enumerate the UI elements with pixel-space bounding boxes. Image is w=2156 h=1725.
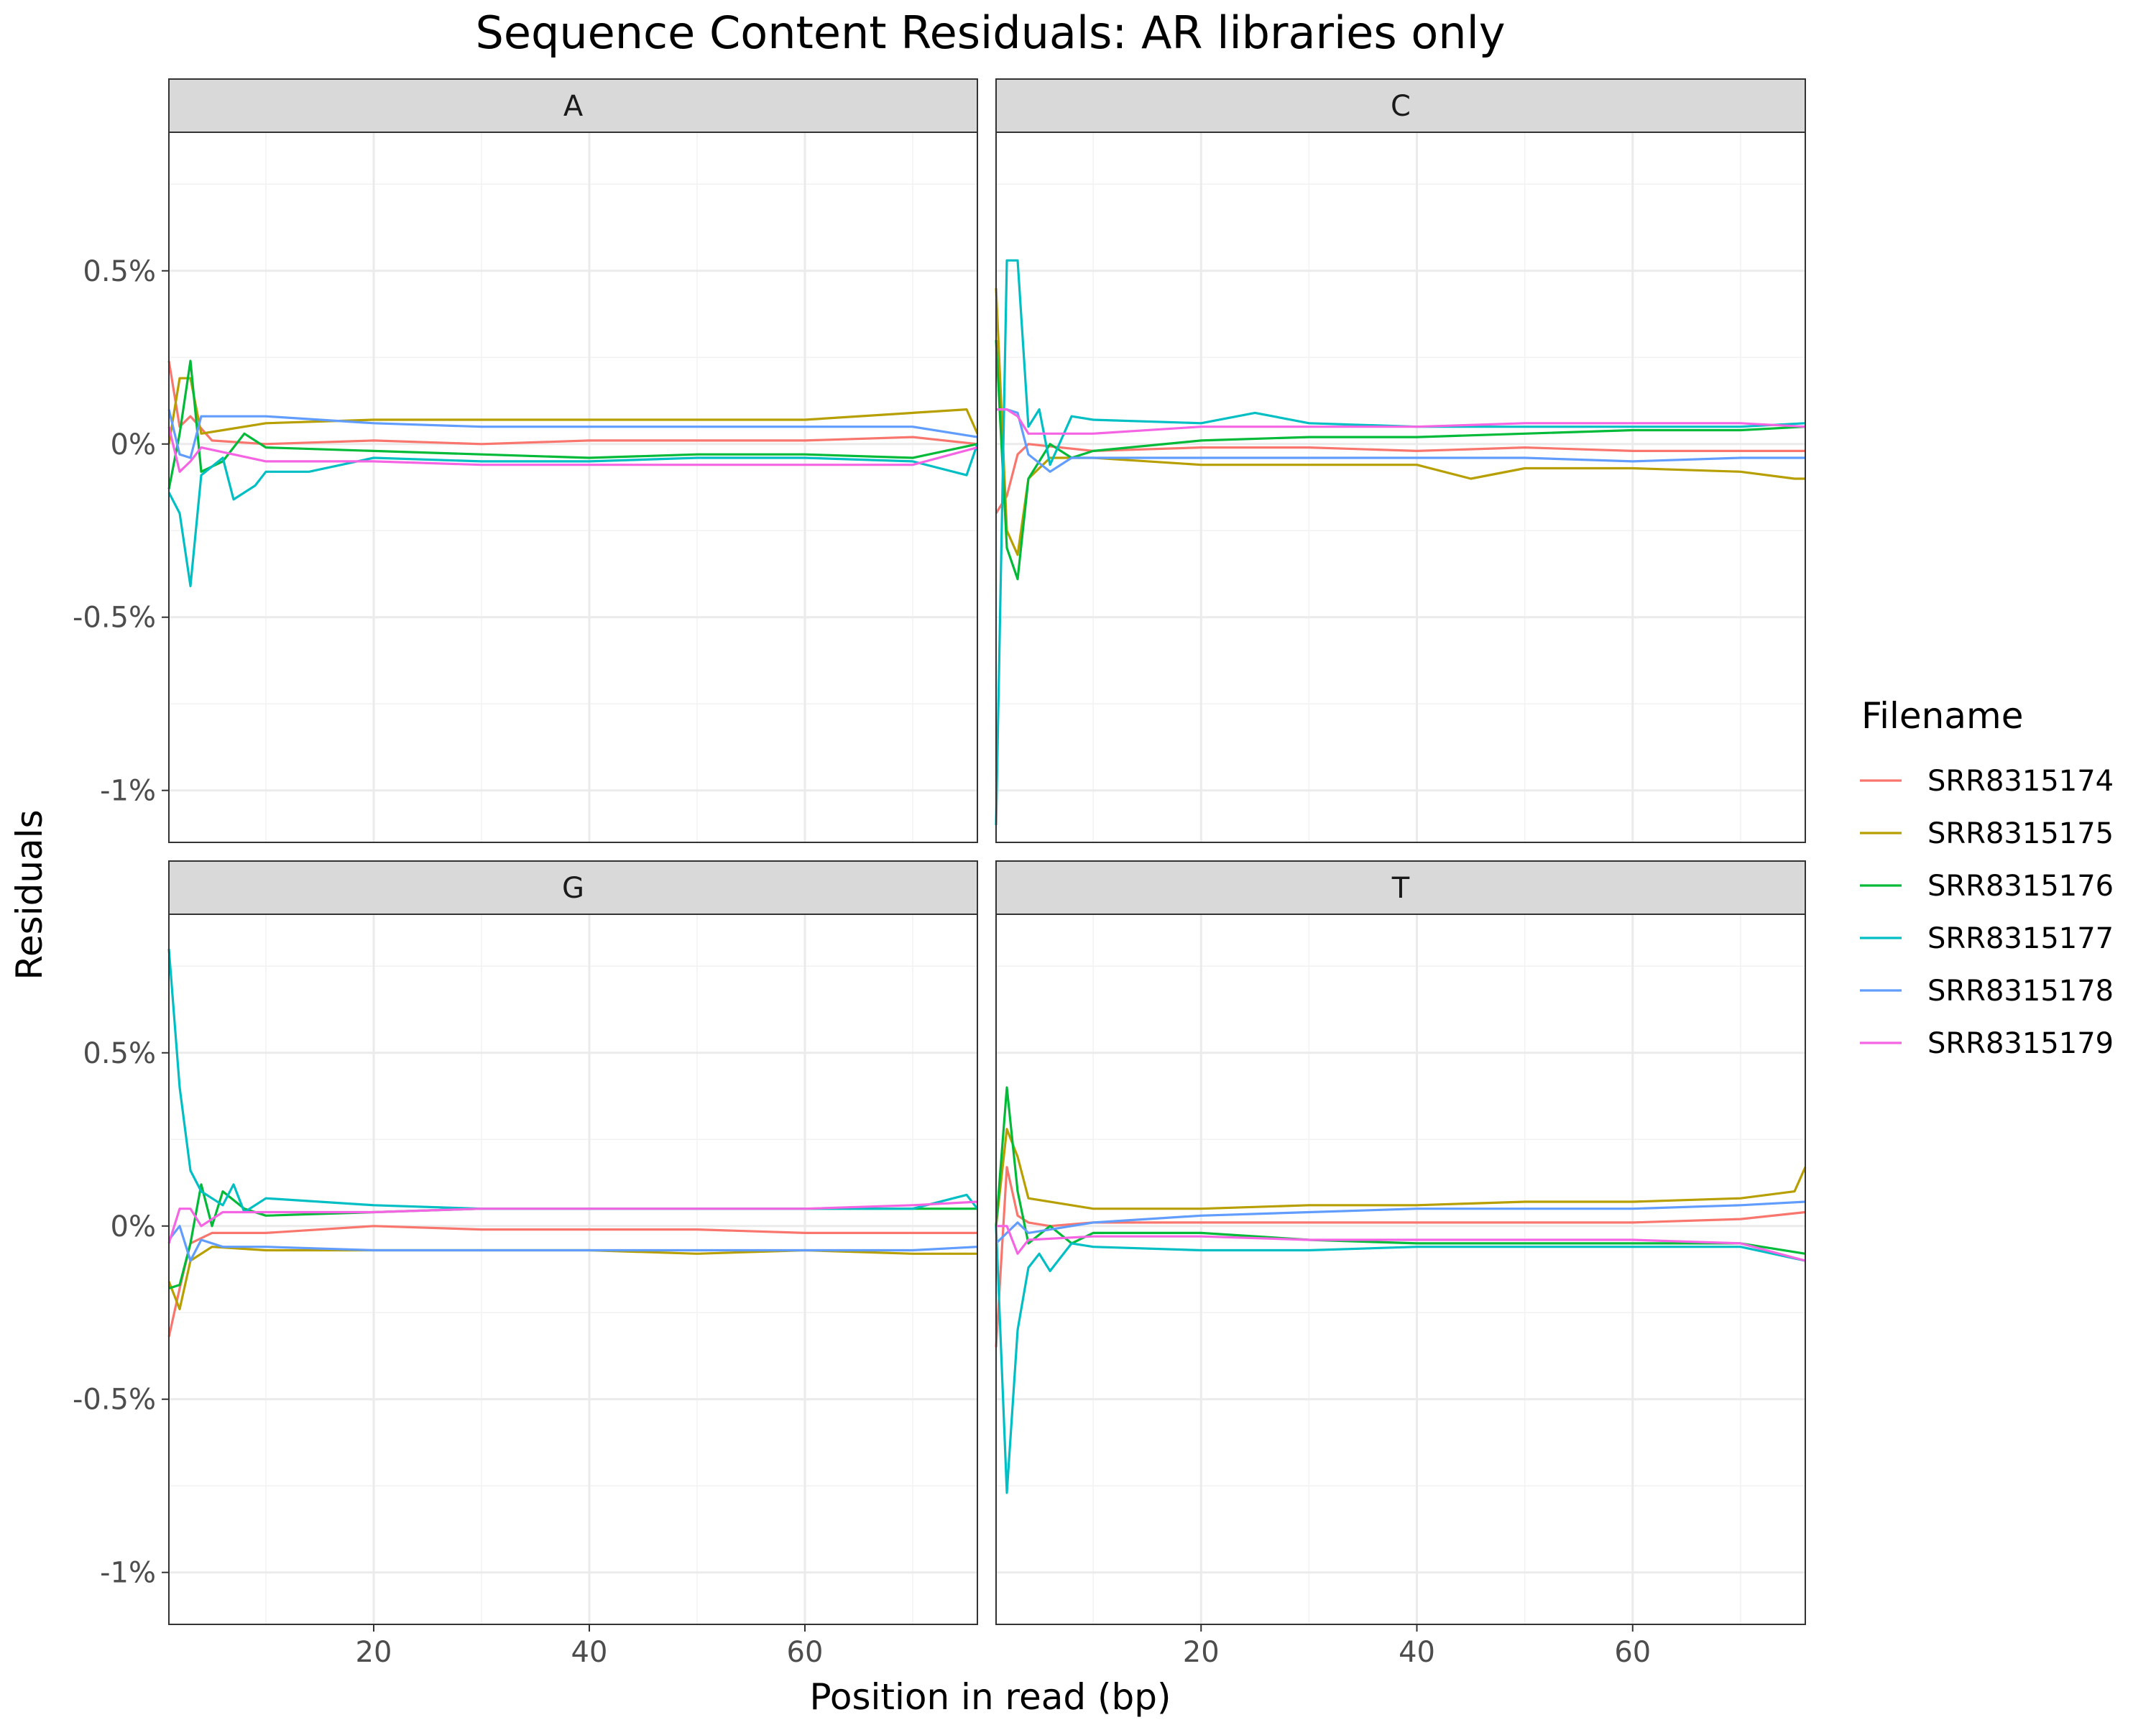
x-tick-label: 20	[356, 1636, 392, 1669]
x-axis-ticks: 20 40 60 20 40 60	[356, 1624, 1651, 1669]
facet-panel-T: T	[995, 860, 1807, 1625]
facet-panel-C: C	[995, 78, 1806, 843]
legend-item-SRR8315179: SRR8315179	[1860, 1027, 2114, 1060]
series-line-SRR8315175	[995, 288, 1805, 556]
y-axis-ticks: 0.5% 0% -0.5% -1% 0.5% 0% -0.5% -1%	[73, 255, 169, 1590]
series-line-SRR8315178	[167, 1225, 978, 1262]
panel-background	[996, 914, 1805, 1624]
series-line-SRR8315174	[995, 443, 1805, 514]
facet-strip-label: A	[563, 90, 584, 123]
x-tick-label: 60	[787, 1636, 824, 1669]
x-tick-label: 60	[1614, 1636, 1651, 1669]
facet-strip-label: G	[562, 872, 584, 905]
series-line-SRR8315177	[995, 1225, 1806, 1494]
legend-title: Filename	[1861, 695, 2023, 737]
y-axis-title: Residuals	[9, 809, 50, 980]
y-tick-label: -1%	[100, 775, 156, 808]
series-line-SRR8315176	[995, 340, 1806, 581]
panel-background	[169, 914, 977, 1624]
x-tick-label: 20	[1183, 1636, 1220, 1669]
facet-strip	[995, 78, 1806, 133]
series-line-SRR8315178	[995, 1200, 1806, 1245]
x-axis-title: Position in read (bp)	[809, 1676, 1171, 1718]
y-tick-label: 0%	[111, 1210, 156, 1243]
series-line-SRR8315179	[167, 1200, 978, 1244]
facet-panels: A C G T	[167, 78, 1807, 1625]
legend-item-SRR8315174: SRR8315174	[1860, 765, 2114, 798]
series-line-SRR8315175	[995, 1128, 1807, 1226]
facet-strip	[995, 860, 1806, 915]
panel-background	[169, 132, 977, 842]
y-tick-label: -0.5%	[73, 1384, 156, 1417]
series-line-SRR8315177	[167, 443, 979, 588]
x-tick-label: 40	[1399, 1636, 1435, 1669]
legend-label: SRR8315175	[1927, 817, 2114, 850]
panel-background	[996, 132, 1805, 842]
y-tick-label: 0.5%	[83, 255, 156, 288]
legend: Filename SRR8315174 SRR8315175 SRR8315176 S…	[1860, 695, 2114, 1060]
series-line-SRR8315177	[995, 259, 1806, 825]
facet-panel-G: G	[167, 860, 979, 1625]
series-line-SRR8315179	[996, 408, 1806, 435]
facet-strip-label: T	[1391, 872, 1410, 905]
legend-label: SRR8315176	[1927, 870, 2114, 903]
legend-item-SRR8315175: SRR8315175	[1860, 817, 2114, 850]
legend-item-SRR8315177: SRR8315177	[1860, 922, 2114, 955]
legend-label: SRR8315178	[1927, 975, 2114, 1008]
facet-strip	[168, 78, 978, 133]
facet-panel-A: A	[167, 78, 979, 843]
y-tick-label: 0%	[111, 428, 156, 461]
series-line-SRR8315179	[167, 426, 978, 473]
series-line-SRR8315176	[167, 359, 978, 489]
series-line-SRR8315176	[995, 1086, 1806, 1255]
y-tick-label: -1%	[100, 1557, 156, 1590]
legend-label: SRR8315177	[1927, 922, 2114, 955]
y-tick-label: -0.5%	[73, 602, 156, 635]
facet-strip-label: C	[1391, 90, 1411, 123]
series-line-SRR8315178	[167, 409, 978, 459]
series-line-SRR8315175	[167, 377, 979, 445]
series-line-SRR8315174	[167, 360, 978, 446]
x-tick-label: 40	[571, 1636, 608, 1669]
series-line-SRR8315177	[167, 949, 979, 1214]
legend-label: SRR8315174	[1927, 765, 2114, 798]
legend-label: SRR8315179	[1927, 1027, 2114, 1060]
facet-strip	[168, 860, 978, 915]
series-line-SRR8315179	[996, 1225, 1806, 1262]
series-line-SRR8315174	[995, 1166, 1806, 1348]
y-tick-label: 0.5%	[83, 1037, 156, 1070]
legend-item-SRR8315178: SRR8315178	[1860, 975, 2114, 1008]
legend-item-SRR8315176: SRR8315176	[1860, 870, 2114, 903]
chart-title: Sequence Content Residuals: AR libraries…	[475, 6, 1505, 59]
